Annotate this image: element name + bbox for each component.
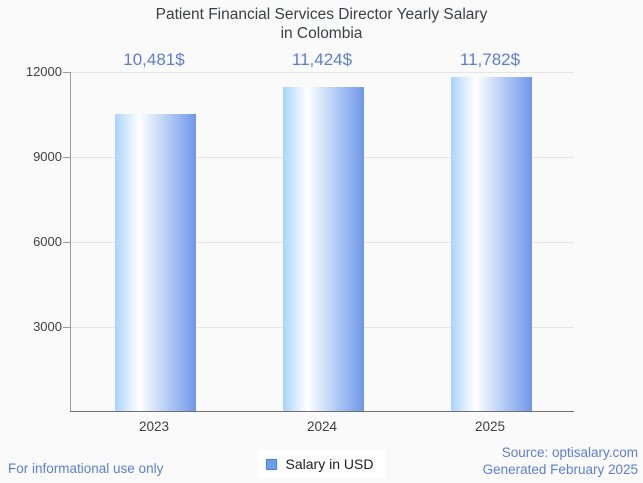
bar-2024[interactable] bbox=[282, 87, 364, 411]
y-tick-label: 9000 bbox=[33, 149, 62, 164]
x-tick-label: 2023 bbox=[138, 419, 170, 434]
bar-value-label: 10,481$ bbox=[123, 50, 185, 69]
y-tick-label: 12000 bbox=[25, 64, 62, 79]
y-tick-mark bbox=[63, 157, 70, 158]
bar-value-label: 11,424$ bbox=[291, 50, 353, 69]
y-tick-mark bbox=[63, 327, 70, 328]
source-text: Source: optisalary.com bbox=[501, 445, 638, 460]
chart-title-line-2: in Colombia bbox=[280, 25, 363, 42]
bar-value-label: 11,782$ bbox=[459, 50, 521, 69]
chart-title: Patient Financial Services Director Year… bbox=[0, 5, 643, 43]
y-tick-label: 3000 bbox=[33, 319, 62, 334]
y-tick-label: 6000 bbox=[33, 234, 62, 249]
y-tick-mark bbox=[63, 242, 70, 243]
x-tick-label: 2024 bbox=[306, 419, 338, 434]
plot-area bbox=[63, 72, 574, 412]
gridline bbox=[71, 72, 574, 73]
x-tick-label: 2025 bbox=[474, 419, 506, 434]
legend-swatch-icon bbox=[265, 458, 277, 470]
bar-2023[interactable] bbox=[114, 114, 196, 411]
source-block: Source: optisalary.com Generated Februar… bbox=[483, 444, 638, 478]
chart-title-line-1: Patient Financial Services Director Year… bbox=[155, 6, 488, 23]
legend-label: Salary in USD bbox=[285, 456, 374, 472]
y-tick-mark bbox=[63, 72, 70, 73]
generated-text: Generated February 2025 bbox=[482, 462, 638, 477]
disclaimer-text: For informational use only bbox=[8, 461, 164, 476]
legend: Salary in USD bbox=[257, 450, 386, 478]
bar-2025[interactable] bbox=[450, 77, 532, 411]
